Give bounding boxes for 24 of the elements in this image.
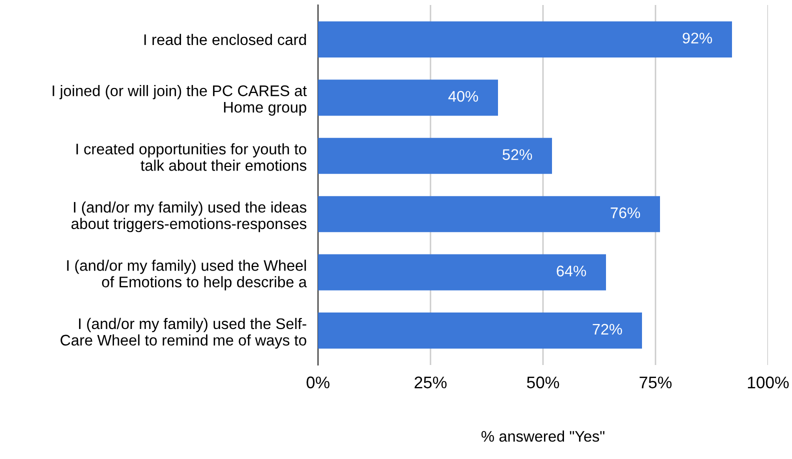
data-label: 92% xyxy=(682,32,712,44)
data-label: 72% xyxy=(592,324,622,335)
y-tick-label: I (and/or my family) used the Wheel of Emotions to help describe a xyxy=(67,260,307,290)
x-tick-label: 75% xyxy=(640,376,672,388)
y-tick-label: I (and/or my family) used the Self- Care Wheel to remind me of ways to xyxy=(60,318,306,349)
bar xyxy=(318,138,552,174)
y-tick-label: I read the enclosed card xyxy=(144,34,306,46)
data-label: 76% xyxy=(610,207,640,218)
x-tick-label: 0% xyxy=(306,376,330,388)
y-tick-label: I created opportunities for youth to talk about their emotions xyxy=(76,143,306,171)
x-tick-label: 50% xyxy=(526,376,560,388)
bar xyxy=(318,254,606,290)
y-tick-label: I joined (or will join) the PC CARES at Home group xyxy=(52,84,307,116)
bar xyxy=(318,196,660,232)
data-label: 40% xyxy=(448,90,478,102)
x-tick-label: 25% xyxy=(414,376,447,388)
data-label: 64% xyxy=(556,266,586,276)
x-axis-title: % answered "Yes" xyxy=(482,430,604,442)
bar xyxy=(318,80,498,116)
y-tick-label: I (and/or my family) used the ideas about triggers-emotions-responses xyxy=(71,201,306,232)
data-label: 52% xyxy=(502,149,532,160)
bar xyxy=(318,21,732,58)
bar xyxy=(318,312,642,349)
x-tick-label: 100% xyxy=(748,376,789,388)
